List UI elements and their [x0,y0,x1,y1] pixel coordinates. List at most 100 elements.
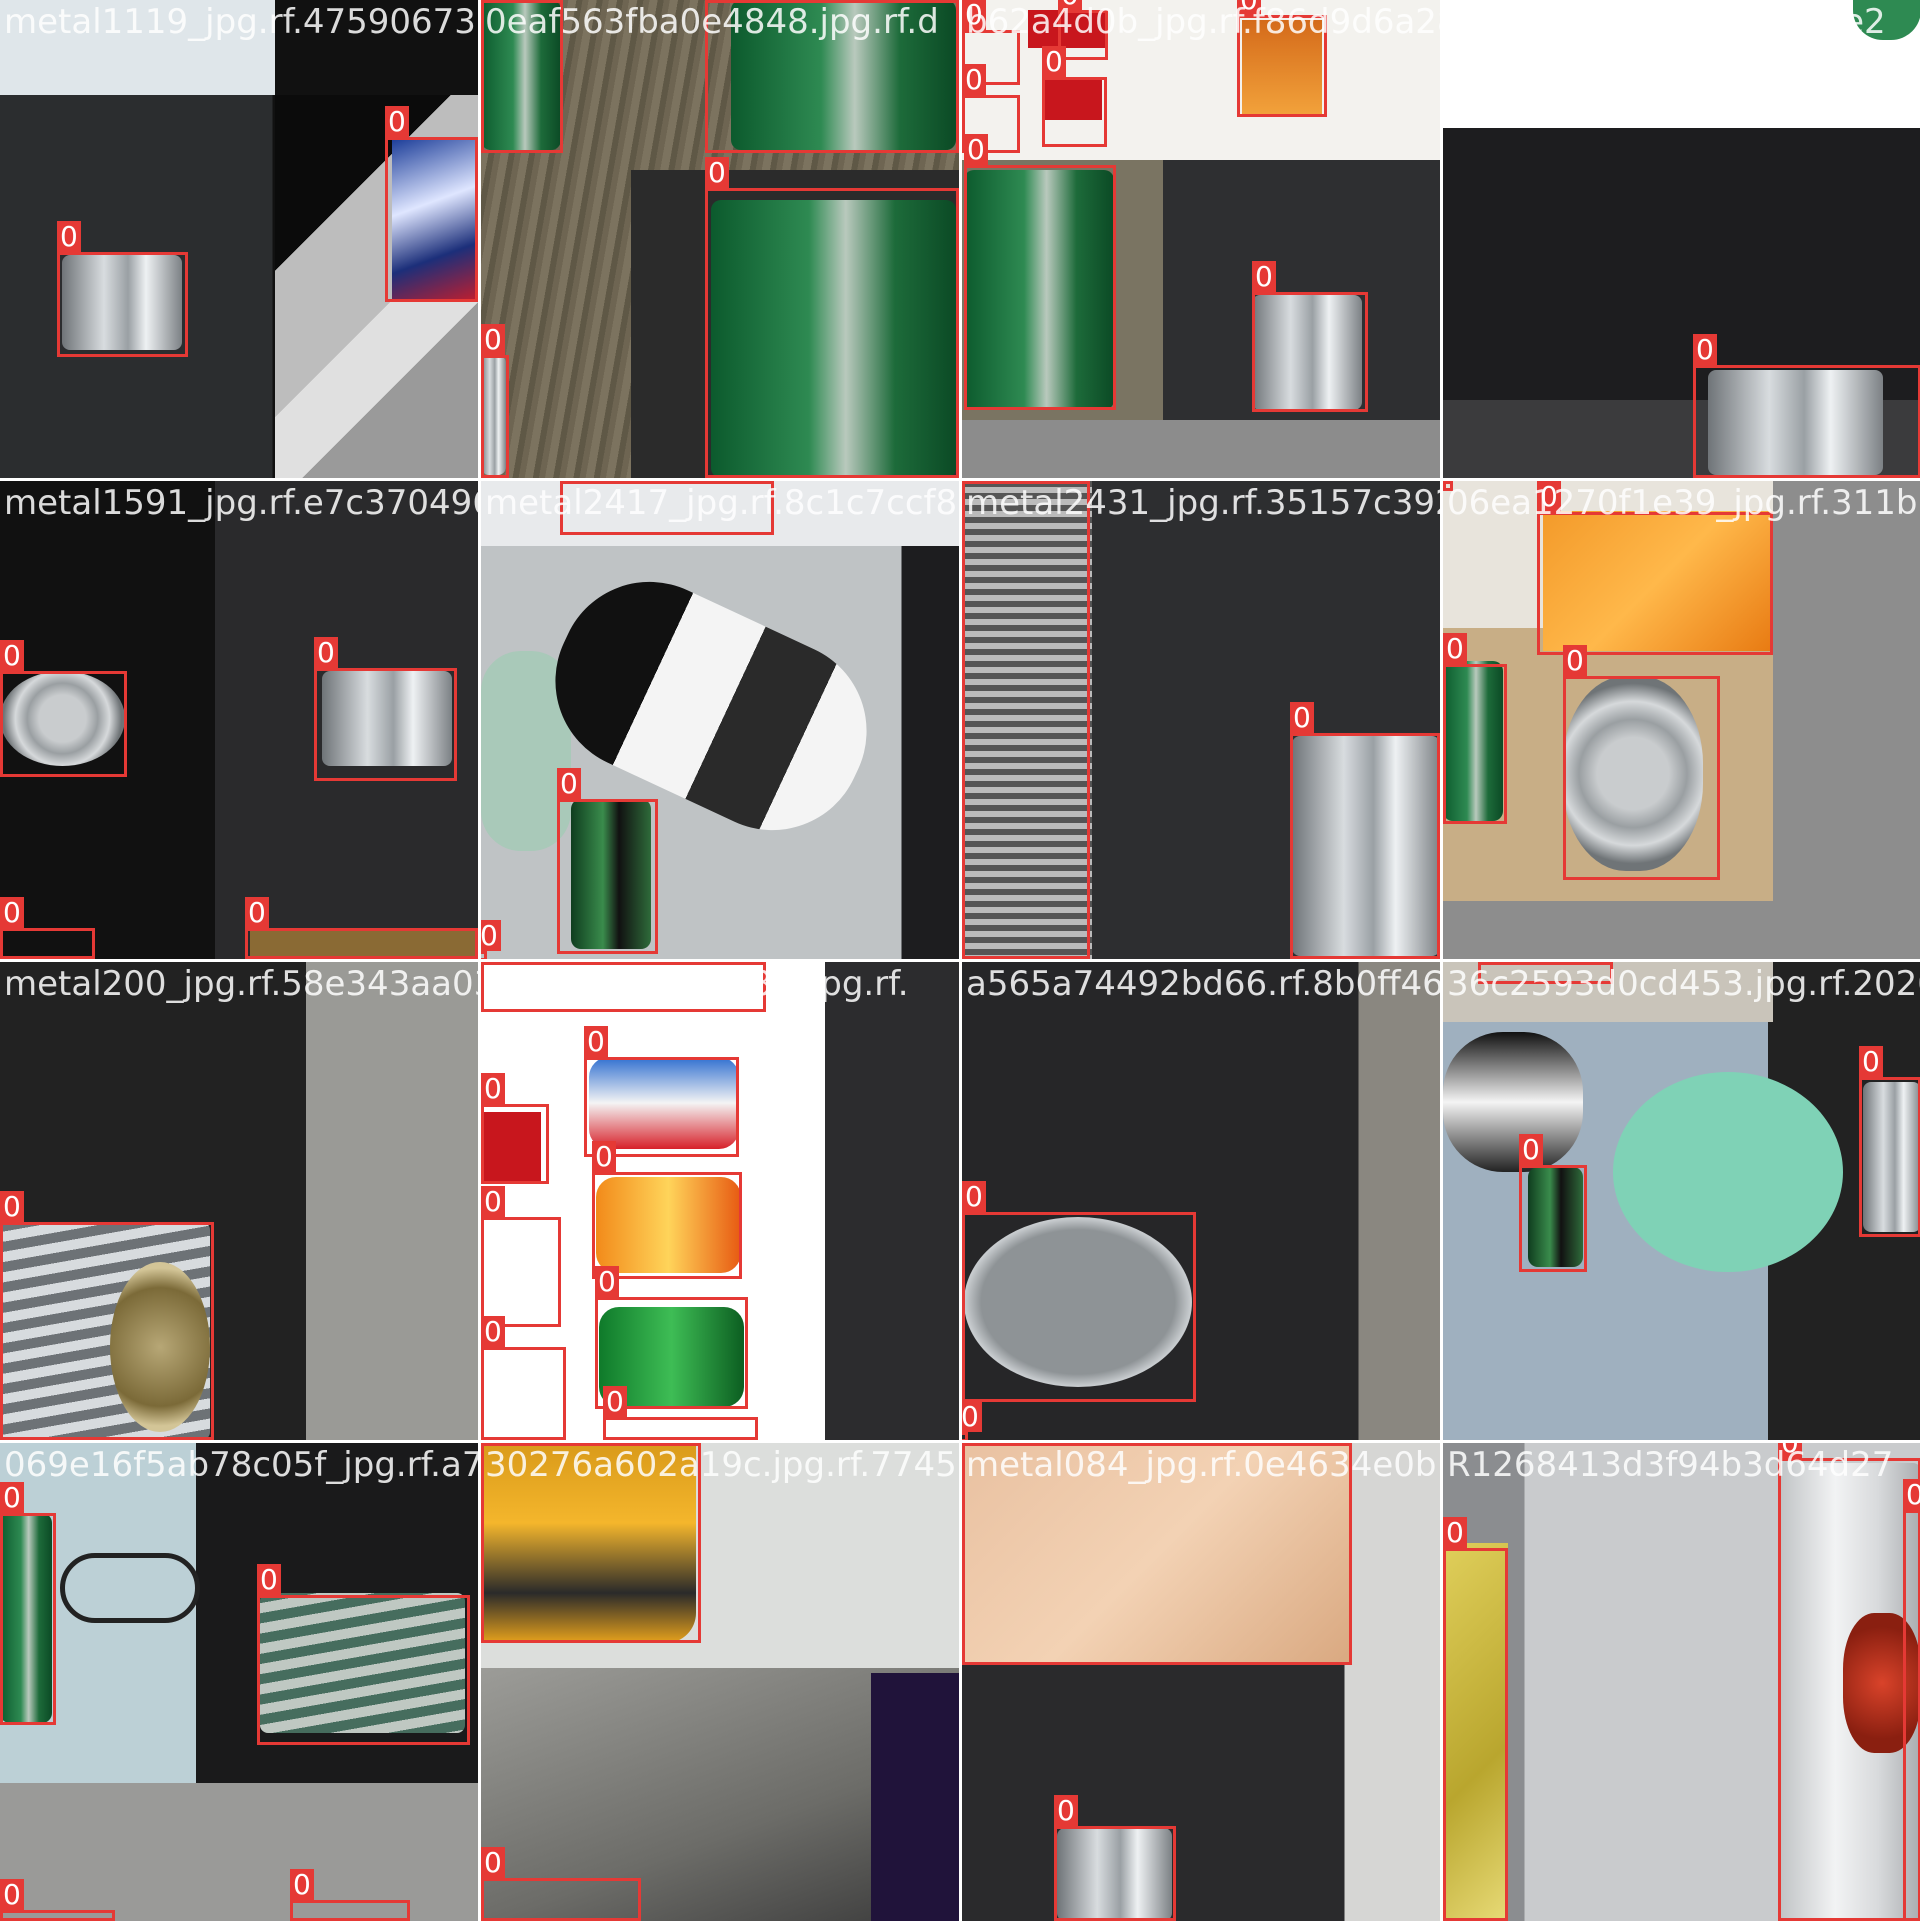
bounding-box: 0 [1778,1443,1920,1921]
class-label: 0 [257,1564,281,1595]
class-label: 0 [1054,1795,1078,1826]
bounding-box: 0 [481,920,501,959]
class-label: 0 [481,324,505,355]
bounding-box: 0 [1859,1046,1920,1237]
bounding-box: 0 [0,640,127,777]
mosaic-tile: metal084_jpg.rf.0e4634e0b 0 0 [962,1443,1440,1921]
mosaic-tile: 06ea1270f1e39_jpg.rf.311b 0 0 0 0 [1443,481,1920,959]
bounding-box: 0 [0,1879,115,1921]
bounding-box: 0 [481,1073,549,1184]
class-label: 0 [1563,645,1587,676]
class-label: 0 [57,221,81,252]
mosaic-tile: metal2431_jpg.rf.35157c392f 0 0 [962,481,1440,959]
bounding-box: 0 [592,1141,742,1279]
bounding-box: 0 [481,0,563,153]
class-label: 0 [1537,481,1561,512]
class-label: 0 [0,897,24,928]
class-label: 0 [1443,1517,1467,1548]
bounding-box: 0 [57,221,188,357]
class-label: 0 [964,134,988,165]
bounding-box: 0 [385,106,478,302]
class-label: 0 [481,920,501,951]
mosaic-tile: b62a4d0b_jpg.rf.f86d9d6a2846 0 0 0 0 0 0… [962,0,1440,478]
class-label: 0 [1252,261,1276,292]
bounding-box: 0 [0,1191,214,1440]
bounding-box: 0 [1537,481,1773,655]
mosaic-tile: ea7a5cd57fe9389_jpg.rf. 0 0 0 0 0 0 0 0 [481,962,959,1440]
bounding-box: 0 [1058,0,1108,60]
bounding-box: 0 [962,64,1020,153]
class-label: 0 [962,0,986,30]
class-label: 0 [0,1191,24,1222]
mosaic-tile: metal1591_jpg.rf.e7c370496 0 0 0 0 [0,481,478,959]
class-label: 0 [592,1141,616,1172]
class-label: 0 [1290,702,1314,733]
bounding-box: 0 [705,157,959,478]
class-label: 0 [0,1879,24,1910]
bounding-box: 0 [595,1266,748,1409]
class-label: 0 [1903,1479,1920,1510]
bounding-box: 0 [1443,481,1453,491]
class-label: 0 [962,64,986,95]
bounding-box: 0 [1519,1134,1587,1272]
bounding-box: 0 [1237,0,1327,117]
bounding-box: 0 [557,768,658,954]
mosaic-tile: 36c2593d0cd453.jpg.rf.2020 0 0 0 [1443,962,1920,1440]
tile-title: 36c2593d0cd453.jpg.rf.2020 [1447,964,1920,1004]
bounding-box: 0 [1054,1795,1176,1921]
tile-title: 6fdfc3b4f79c3a1846ede2 [1447,2,1886,42]
tile-title: metal2431_jpg.rf.35157c392f [966,483,1440,523]
mosaic-tile: 30276a602a19c.jpg.rf.7745 0 0 [481,1443,959,1921]
mosaic-tile: metal1119_jpg.rf.475906737c 0 0 [0,0,478,478]
tile-title: R1268413d3f94b3d64d27 [1447,1445,1894,1485]
class-label: 0 [705,157,729,188]
bounding-box: 0 [481,1443,701,1643]
bounding-box: 0 [1290,702,1440,959]
bounding-box: 0 [1563,645,1720,880]
class-label: 0 [962,1181,986,1212]
mosaic-tile: metal200_jpg.rf.58e343aa03 0 [0,962,478,1440]
class-label: 0 [290,1869,314,1900]
class-label: 0 [314,637,338,668]
bounding-box: 0 [964,134,1116,410]
bounding-box: 0 [603,1386,758,1440]
bounding-box: 0 [481,962,766,1012]
tile-title: metal1119_jpg.rf.475906737c [4,2,478,42]
tile-title: 0eaf563fba0e4848.jpg.rf.d [485,2,939,42]
class-label: 0 [1859,1046,1883,1077]
class-label: 0 [1058,0,1082,10]
bounding-box: 0 [481,324,509,478]
class-label: 0 [1778,1443,1802,1458]
bounding-box: 0 [1903,1479,1920,1921]
tile-title: 06ea1270f1e39_jpg.rf.311b [1447,483,1918,523]
tile-title: metal1591_jpg.rf.e7c370496 [4,483,478,523]
class-label: 0 [595,1266,619,1297]
tile-title: ea7a5cd57fe9389_jpg.rf. [485,964,909,1004]
class-label: 0 [0,1482,24,1513]
bounding-box: 0 [481,1316,566,1440]
class-label: 0 [1519,1134,1543,1165]
tile-title: metal084_jpg.rf.0e4634e0b [966,1445,1437,1485]
class-label: 0 [603,1386,627,1417]
class-label: 0 [245,897,269,928]
bounding-box: 0 [257,1564,470,1745]
mosaic-tile: 0eaf563fba0e4848.jpg.rf.d 0 0 0 0 [481,0,959,478]
class-label: 0 [557,768,581,799]
class-label: 0 [0,640,24,671]
bounding-box: 0 [1252,261,1368,412]
bounding-box: 0 [962,1443,1352,1665]
bounding-box: 0 [0,897,95,959]
class-label: 0 [481,1073,505,1104]
bounding-box: 0 [962,1401,982,1440]
tile-title: 069e16f5ab78c05f_jpg.rf.a7 [4,1445,478,1485]
bounding-box: 0 [314,637,457,781]
bounding-box: 0 [962,481,1090,959]
bounding-box: 0 [1478,962,1613,984]
bounding-box: 0 [0,1482,56,1725]
bounding-box: 0 [290,1869,410,1921]
mosaic-tile: R1268413d3f94b3d64d27 0 0 0 [1443,1443,1920,1921]
class-label: 0 [481,1847,505,1878]
bounding-box: 0 [481,1847,641,1921]
bounding-box: 0 [705,0,959,153]
